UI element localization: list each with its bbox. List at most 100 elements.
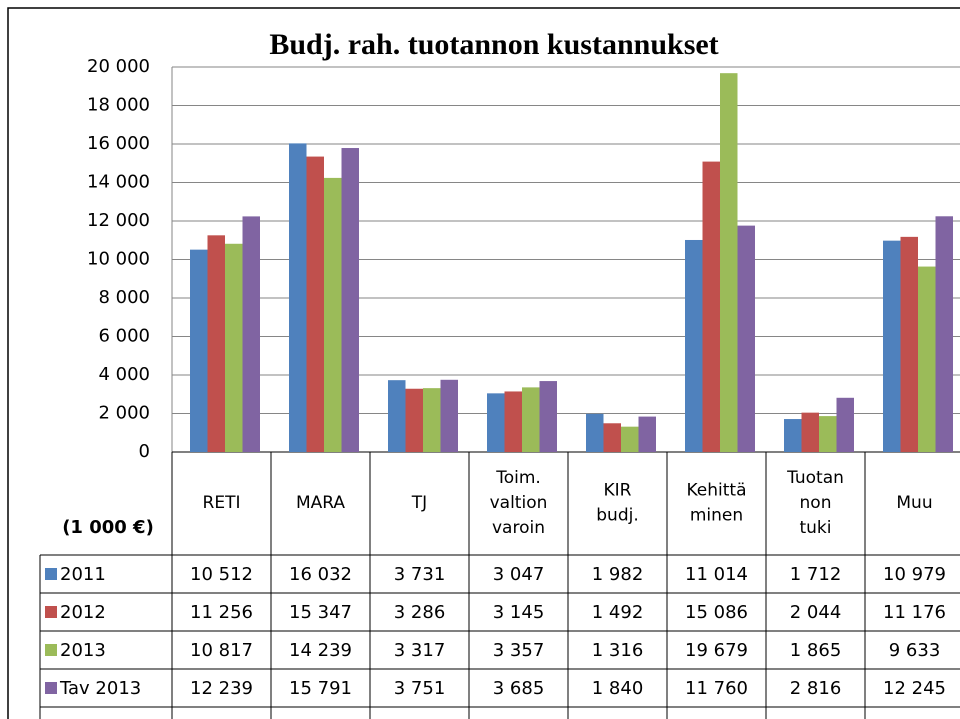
legend-label: 2013 (60, 640, 106, 661)
chart-title: Budj. rah. tuotannon kustannukset (269, 28, 718, 61)
y-tick-label: 16 000 (87, 133, 150, 154)
table-value: 12 245 (883, 678, 946, 699)
bar (324, 177, 342, 453)
table-value: 10 817 (190, 640, 253, 661)
table-value: 19 679 (685, 640, 748, 661)
bar (702, 161, 720, 453)
bar (423, 388, 441, 452)
y-tick-label: 2 000 (98, 403, 150, 424)
table-value: 3 685 (493, 678, 545, 699)
bar (638, 416, 656, 452)
bar (586, 413, 604, 452)
bar (819, 416, 837, 452)
legend-key (45, 568, 57, 580)
bar (784, 419, 802, 452)
bar (289, 143, 307, 452)
table-value: 3 731 (394, 564, 446, 585)
chart-border (7, 7, 960, 719)
bar (388, 380, 406, 452)
x-tick-label: valtion (490, 493, 548, 513)
table-value: 1 840 (592, 678, 644, 699)
bar (621, 426, 639, 452)
bar (685, 239, 703, 452)
bar (405, 388, 423, 452)
table-value: 2 816 (790, 678, 842, 699)
x-tick-label: KIR (604, 481, 632, 501)
table-value: 3 317 (394, 640, 446, 661)
x-tick-label: non (800, 493, 832, 513)
table-value: 3 357 (493, 640, 545, 661)
bar (440, 379, 458, 452)
legend-label: Tav 2013 (59, 678, 141, 699)
x-tick-label: Muu (896, 493, 932, 513)
y-tick-label: 4 000 (98, 364, 150, 385)
bar (603, 423, 621, 452)
bar (190, 249, 208, 452)
y-tick-label: 12 000 (87, 210, 150, 231)
legend-label: 2012 (60, 602, 106, 623)
table-value: 15 086 (685, 602, 748, 623)
table-value: 3 751 (394, 678, 446, 699)
table-value: 3 047 (493, 564, 545, 585)
table-value: 11 256 (190, 602, 253, 623)
bar (801, 412, 819, 452)
x-tick-label: budj. (596, 506, 638, 526)
table-value: 3 286 (394, 602, 446, 623)
bar (341, 148, 359, 452)
bar (918, 266, 936, 452)
table-value: 9 633 (889, 640, 941, 661)
legend-key (45, 644, 57, 656)
x-tick-label: MARA (296, 493, 345, 513)
table-value: 10 512 (190, 564, 253, 585)
bar (883, 240, 901, 452)
x-tick-label: RETI (203, 493, 241, 513)
table-value: 16 032 (289, 564, 352, 585)
table-value: 3 145 (493, 602, 545, 623)
y-tick-label: 14 000 (87, 172, 150, 193)
bar (720, 73, 738, 452)
table-value: 10 979 (883, 564, 946, 585)
bar (225, 243, 243, 452)
table-value: 1 316 (592, 640, 644, 661)
legend-label: 2011 (60, 564, 106, 585)
y-tick-label: 6 000 (98, 326, 150, 347)
bar (737, 225, 755, 452)
x-tick-label: Kehittä (686, 481, 746, 501)
x-tick-label: tuki (799, 518, 831, 538)
legend-key (45, 682, 57, 694)
table-value: 11 760 (685, 678, 748, 699)
table-value: 1 492 (592, 602, 644, 623)
bar (306, 156, 324, 452)
bar (900, 236, 918, 452)
y-tick-label: 18 000 (87, 95, 150, 116)
x-tick-label: Toim. (495, 468, 541, 488)
bar (935, 216, 953, 452)
y-tick-label: 10 000 (87, 249, 150, 270)
y-tick-label: 8 000 (98, 287, 150, 308)
table-value: 12 239 (190, 678, 253, 699)
table-value: 11 176 (883, 602, 946, 623)
bar (539, 381, 557, 452)
bar (242, 216, 260, 452)
bar (207, 235, 225, 452)
y-tick-label: 20 000 (87, 56, 150, 77)
table-value: 1 712 (790, 564, 842, 585)
table-value: 11 014 (685, 564, 748, 585)
table-value: 15 347 (289, 602, 352, 623)
table-value: 1 982 (592, 564, 644, 585)
table-value: 15 791 (289, 678, 352, 699)
table-value: 14 239 (289, 640, 352, 661)
bar (836, 397, 854, 452)
bar (522, 387, 540, 452)
x-tick-label: Tuotan (786, 468, 844, 488)
table-value: 1 865 (790, 640, 842, 661)
x-tick-label: TJ (411, 493, 427, 513)
x-tick-label: varoin (492, 518, 545, 538)
table-value: 2 044 (790, 602, 842, 623)
x-tick-label: minen (690, 506, 743, 526)
bar (504, 391, 522, 452)
legend-key (45, 606, 57, 618)
bar (487, 393, 505, 452)
y-tick-label: 0 (139, 441, 150, 462)
